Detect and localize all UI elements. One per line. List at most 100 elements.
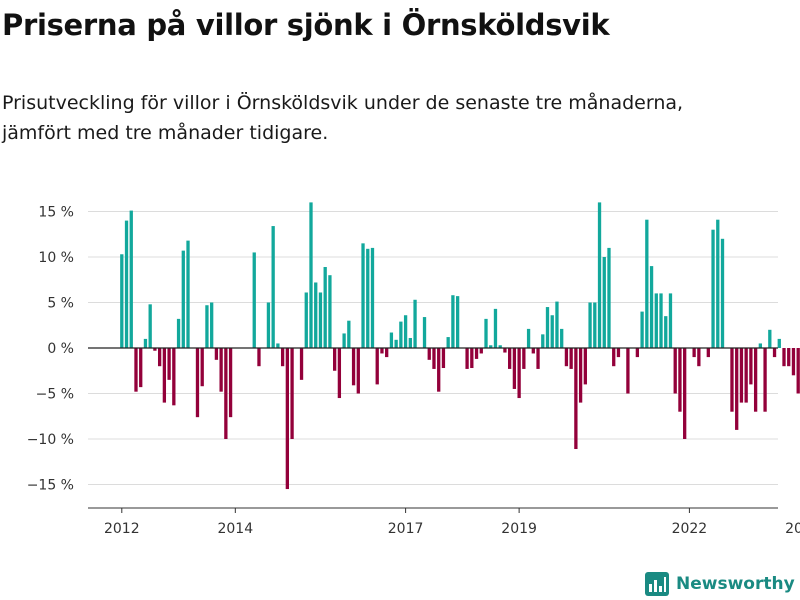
bar bbox=[787, 348, 791, 367]
bar bbox=[536, 348, 540, 369]
bar bbox=[474, 348, 479, 359]
bar bbox=[503, 348, 507, 353]
bar bbox=[645, 219, 649, 348]
bar bbox=[772, 348, 777, 358]
bar bbox=[280, 348, 285, 367]
bar bbox=[299, 348, 304, 380]
bar bbox=[214, 348, 219, 360]
bar bbox=[129, 210, 133, 348]
bar bbox=[597, 202, 602, 348]
bar bbox=[446, 337, 450, 348]
bar bbox=[153, 348, 157, 351]
x-tick-label: 2024 bbox=[785, 521, 800, 537]
bar bbox=[375, 348, 379, 385]
bar bbox=[195, 348, 200, 418]
chart-subtitle: Prisutveckling för villor i Örnsköldsvik… bbox=[2, 88, 798, 148]
bar bbox=[451, 295, 455, 348]
bar bbox=[673, 348, 677, 394]
bar bbox=[394, 339, 398, 348]
bar bbox=[508, 348, 512, 369]
bar bbox=[720, 238, 725, 348]
bar bbox=[408, 337, 412, 348]
newsworthy-logo-icon bbox=[645, 572, 669, 596]
bar bbox=[541, 334, 545, 348]
bar bbox=[342, 333, 346, 348]
bar bbox=[664, 316, 668, 348]
axes bbox=[88, 347, 778, 513]
bar bbox=[162, 348, 167, 403]
bar bbox=[385, 348, 389, 358]
bar bbox=[522, 348, 526, 369]
bar bbox=[753, 348, 758, 412]
y-tick-label: 5 % bbox=[47, 296, 74, 312]
bar bbox=[437, 348, 441, 392]
bar bbox=[749, 348, 753, 385]
bar bbox=[219, 348, 223, 392]
bar bbox=[716, 219, 720, 348]
y-tick-label: −5 % bbox=[36, 387, 74, 403]
chart-title: Priserna på villor sjönk i Örnsköldsvik bbox=[2, 8, 610, 42]
bar bbox=[763, 348, 767, 412]
bar bbox=[318, 292, 323, 348]
bar bbox=[432, 348, 436, 369]
bar bbox=[616, 348, 621, 358]
bar bbox=[560, 328, 564, 348]
subtitle-line-2: jämfört med tre månader tidigare. bbox=[2, 122, 329, 144]
bar bbox=[782, 348, 786, 367]
bar bbox=[545, 307, 550, 348]
bar bbox=[271, 226, 275, 348]
newsworthy-logo: Newsworthy bbox=[644, 570, 795, 598]
bar bbox=[796, 348, 800, 394]
bar bbox=[517, 348, 521, 399]
bar bbox=[649, 266, 654, 348]
bar bbox=[612, 348, 616, 367]
bar bbox=[304, 292, 308, 348]
bar bbox=[403, 315, 408, 348]
bar bbox=[531, 348, 535, 354]
bar bbox=[593, 302, 597, 348]
bar bbox=[441, 348, 446, 369]
bar bbox=[777, 338, 781, 348]
bar bbox=[399, 321, 403, 348]
bar bbox=[200, 348, 204, 387]
bar bbox=[413, 299, 417, 348]
bar bbox=[422, 317, 427, 348]
bar bbox=[550, 315, 554, 348]
bar bbox=[186, 240, 190, 348]
bar bbox=[314, 282, 318, 348]
bar bbox=[148, 304, 152, 348]
bar bbox=[157, 348, 162, 367]
bar bbox=[640, 311, 644, 348]
tick-labels: −15 % −10 % −5 % 0 % 5 % 10 % 15 % 2012 2014 2017… bbox=[27, 205, 800, 538]
bar bbox=[139, 348, 143, 388]
bar bbox=[564, 348, 569, 367]
bar bbox=[668, 293, 673, 348]
y-tick-label: −10 % bbox=[27, 432, 74, 448]
bars bbox=[120, 202, 800, 490]
bar bbox=[526, 328, 531, 348]
bar bbox=[588, 302, 592, 348]
bar bbox=[323, 267, 327, 348]
bar bbox=[578, 348, 583, 403]
bar bbox=[574, 348, 578, 450]
subtitle-line-1: Prisutveckling för villor i Örnsköldsvik… bbox=[2, 92, 684, 114]
bar bbox=[455, 296, 460, 348]
bar bbox=[744, 348, 748, 403]
bar bbox=[489, 345, 493, 348]
bar bbox=[252, 252, 256, 348]
bar bbox=[366, 248, 370, 348]
bar bbox=[351, 348, 356, 386]
bar bbox=[228, 348, 233, 418]
bar bbox=[333, 348, 337, 371]
bar bbox=[380, 348, 384, 354]
bar bbox=[257, 348, 261, 367]
bar bbox=[739, 348, 744, 403]
bar bbox=[356, 348, 360, 394]
bar bbox=[569, 348, 573, 369]
bar bbox=[309, 202, 313, 348]
bar bbox=[659, 293, 663, 348]
bar bbox=[361, 243, 365, 348]
bar bbox=[697, 348, 701, 367]
bar bbox=[484, 318, 488, 348]
bar bbox=[654, 293, 658, 348]
